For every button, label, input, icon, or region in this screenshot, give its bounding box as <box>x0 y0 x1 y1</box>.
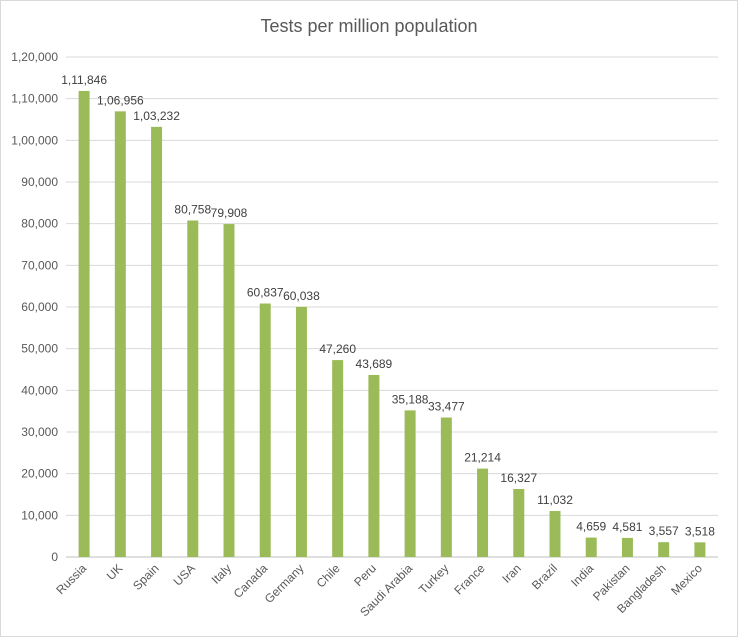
data-label: 1,11,846 <box>61 73 107 87</box>
x-tick-label: Chile <box>314 561 343 590</box>
data-label: 4,659 <box>576 520 606 534</box>
data-label: 60,837 <box>247 286 284 300</box>
x-tick-label: USA <box>171 561 198 588</box>
x-tick-label: Iran <box>499 561 524 586</box>
data-label: 1,03,232 <box>133 109 180 123</box>
data-label: 80,758 <box>174 203 211 217</box>
bar <box>549 511 561 557</box>
data-label: 43,689 <box>356 357 393 371</box>
bars <box>78 90 706 558</box>
data-label: 33,477 <box>428 400 465 414</box>
bar <box>187 220 199 557</box>
bar <box>78 90 90 557</box>
y-axis-tick-labels: 0 10,000 20,000 30,000 40,000 50,000 60,000 70,… <box>11 50 58 564</box>
chart-title: Tests per million population <box>260 16 477 36</box>
data-label: 35,188 <box>392 392 429 406</box>
data-label: 16,327 <box>500 471 537 485</box>
bar <box>368 374 380 557</box>
gridlines <box>66 56 718 558</box>
x-tick-label: Brazil <box>529 561 560 592</box>
bar <box>694 542 706 557</box>
data-label: 11,032 <box>537 493 573 507</box>
y-tick-label: 50,000 <box>21 342 58 356</box>
x-tick-label: India <box>568 561 597 590</box>
data-label: 21,214 <box>464 451 501 465</box>
bar <box>332 360 344 557</box>
x-tick-label: UK <box>104 561 126 583</box>
data-label: 3,518 <box>685 524 715 538</box>
bar <box>259 303 271 557</box>
y-tick-label: 1,20,000 <box>11 50 58 64</box>
data-label: 4,581 <box>612 520 642 534</box>
data-labels: 1,11,846 1,06,956 1,03,232 80,758 79,908 60,8… <box>61 73 715 538</box>
bar <box>658 542 670 557</box>
y-tick-label: 70,000 <box>21 258 58 272</box>
y-tick-label: 20,000 <box>21 467 58 481</box>
data-label: 60,038 <box>283 289 320 303</box>
x-tick-label: Germany <box>262 561 307 606</box>
data-label: 1,06,956 <box>97 93 144 107</box>
bar <box>621 537 633 557</box>
y-tick-label: 0 <box>51 550 58 564</box>
x-tick-label: Spain <box>130 561 162 593</box>
bar <box>404 410 416 557</box>
bar <box>513 488 525 557</box>
y-tick-label: 90,000 <box>21 175 58 189</box>
bar <box>223 224 235 558</box>
x-tick-label: Turkey <box>416 561 452 597</box>
y-tick-label: 80,000 <box>21 217 58 231</box>
bar <box>295 306 307 557</box>
data-label: 3,557 <box>649 524 679 538</box>
bar <box>477 468 489 557</box>
y-tick-label: 1,00,000 <box>11 133 58 147</box>
data-label: 79,908 <box>211 206 248 220</box>
x-tick-label: Peru <box>351 561 379 589</box>
bar <box>585 537 597 557</box>
y-tick-label: 60,000 <box>21 300 58 314</box>
x-tick-label: Mexico <box>668 561 705 598</box>
y-tick-label: 1,10,000 <box>11 92 58 106</box>
data-label: 47,260 <box>319 342 356 356</box>
y-tick-label: 10,000 <box>21 508 58 522</box>
y-tick-label: 40,000 <box>21 383 58 397</box>
bar <box>440 417 452 557</box>
bar <box>151 126 163 557</box>
x-tick-label: France <box>451 561 488 598</box>
x-tick-label: Russia <box>53 561 89 597</box>
bar <box>114 111 126 557</box>
y-tick-label: 30,000 <box>21 425 58 439</box>
x-tick-label: Italy <box>209 561 234 586</box>
